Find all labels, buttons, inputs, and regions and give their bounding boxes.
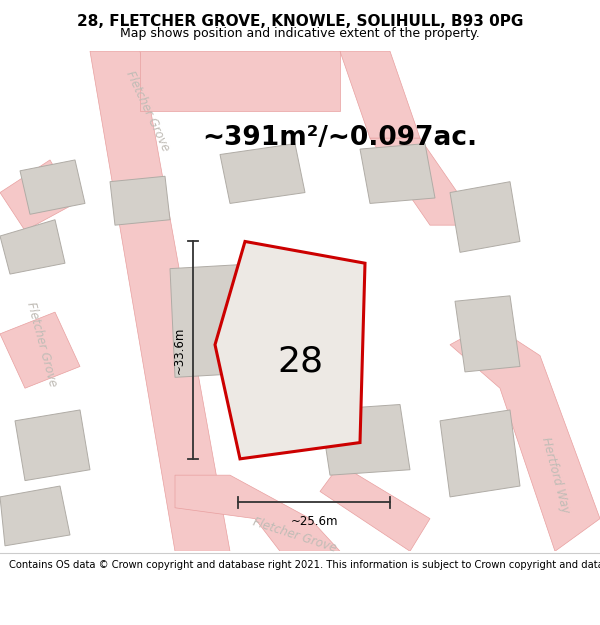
Text: Fletcher Grove: Fletcher Grove <box>124 69 172 153</box>
Polygon shape <box>0 486 70 546</box>
Text: Contains OS data © Crown copyright and database right 2021. This information is : Contains OS data © Crown copyright and d… <box>9 560 600 570</box>
Polygon shape <box>175 475 340 551</box>
Text: Hertford Way: Hertford Way <box>539 436 571 515</box>
Text: Map shows position and indicative extent of the property.: Map shows position and indicative extent… <box>120 27 480 40</box>
Polygon shape <box>0 312 80 388</box>
Polygon shape <box>0 220 65 274</box>
Polygon shape <box>320 404 410 475</box>
Polygon shape <box>370 138 480 225</box>
Polygon shape <box>220 144 305 203</box>
Text: ~33.6m: ~33.6m <box>173 326 185 374</box>
Polygon shape <box>450 323 600 551</box>
Text: ~25.6m: ~25.6m <box>290 516 338 528</box>
Polygon shape <box>340 51 420 138</box>
Polygon shape <box>0 160 75 231</box>
Text: 28: 28 <box>277 344 323 378</box>
Text: 28, FLETCHER GROVE, KNOWLE, SOLIHULL, B93 0PG: 28, FLETCHER GROVE, KNOWLE, SOLIHULL, B9… <box>77 14 523 29</box>
Polygon shape <box>440 410 520 497</box>
Polygon shape <box>20 160 85 214</box>
Polygon shape <box>215 241 365 459</box>
Polygon shape <box>140 51 340 111</box>
Polygon shape <box>320 464 430 551</box>
Polygon shape <box>360 144 435 203</box>
Polygon shape <box>450 182 520 253</box>
Polygon shape <box>90 51 230 551</box>
Text: ~391m²/~0.097ac.: ~391m²/~0.097ac. <box>202 125 478 151</box>
Text: Fletcher Grove: Fletcher Grove <box>25 301 59 389</box>
Polygon shape <box>15 410 90 481</box>
Text: Fletcher Grove: Fletcher Grove <box>251 515 338 554</box>
Polygon shape <box>170 263 270 378</box>
Polygon shape <box>455 296 520 372</box>
Polygon shape <box>110 176 170 225</box>
